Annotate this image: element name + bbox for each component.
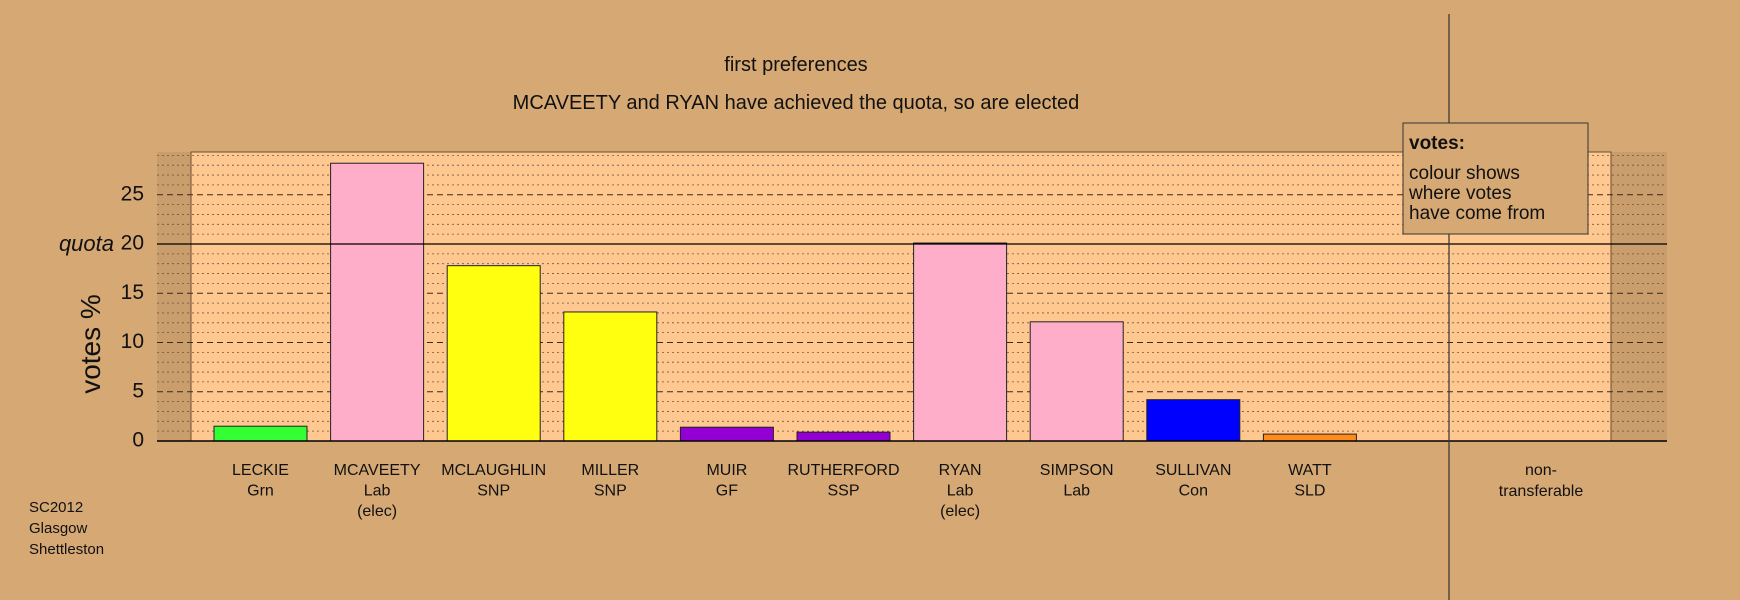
party-label: SLD [1294,483,1325,500]
party-label: Con [1179,483,1208,500]
elected-label: (elec) [940,503,980,520]
elected-label: (elec) [357,503,397,520]
x-labels: LECKIE Grn MCAVEETY Lab (elec) MCLAUGHLIN SNP M… [232,462,1332,520]
legend-title: votes: [1409,133,1465,154]
y-tick-label: 25 [121,182,144,205]
plot-panel [190,151,1612,442]
party-label: Lab [1063,483,1090,500]
bar-ryan [913,242,1008,442]
y-ticks: 0 5 10 15 20 25 [121,182,144,451]
legend-line-3: have come from [1409,203,1545,224]
nontransferable-label-1: non- [1525,462,1557,479]
bar-miller [563,311,658,442]
bar-watt [1262,433,1357,442]
legend-line-2: where votes [1408,183,1511,204]
y-tick-label: 20 [121,232,144,255]
party-label: SSP [827,483,859,500]
bar-sullivan [1146,399,1241,442]
candidate-label: LECKIE [232,462,289,479]
party-label: SNP [477,483,510,500]
party-label: Grn [247,483,274,500]
footer-line-3: Shettleston [29,541,104,558]
bar-muir [679,426,774,442]
party-label: Lab [364,483,391,500]
candidate-label: WATT [1288,462,1332,479]
party-label: GF [716,483,738,500]
y-tick-label: 15 [121,281,144,304]
candidate-label: MILLER [581,462,639,479]
y-tick-label: 0 [132,429,144,452]
legend-line-1: colour shows [1409,163,1520,184]
candidate-label: MCLAUGHLIN [441,462,546,479]
bar-leckie [213,425,308,442]
bar-mclaughlin [446,265,541,442]
candidate-label: MCAVEETY [334,462,421,479]
candidate-label: RYAN [939,462,982,479]
bar-mcaveety [330,162,425,442]
bars [213,162,1357,442]
party-label: SNP [594,483,627,500]
candidate-label: SULLIVAN [1155,462,1231,479]
chart-title: first preferences [724,54,867,76]
candidate-label: MUIR [706,462,747,479]
chart-subtitle: MCAVEETY and RYAN have achieved the quot… [513,92,1080,114]
bar-simpson [1029,321,1124,442]
candidate-label: RUTHERFORD [788,462,900,479]
candidate-label: SIMPSON [1040,462,1114,479]
footer-line-2: Glasgow [29,520,88,537]
legend: votes: colour shows where votes have com… [1402,122,1589,235]
quota-label: quota [59,231,114,256]
y-tick-label: 10 [121,330,144,353]
nontransferable-label-2: transferable [1499,483,1584,500]
bar-rutherford [796,431,891,442]
y-tick-label: 5 [132,379,144,402]
party-label: Lab [947,483,974,500]
footer-line-1: SC2012 [29,499,83,516]
y-axis-label: votes % [75,294,106,394]
legend-box [1402,122,1589,235]
